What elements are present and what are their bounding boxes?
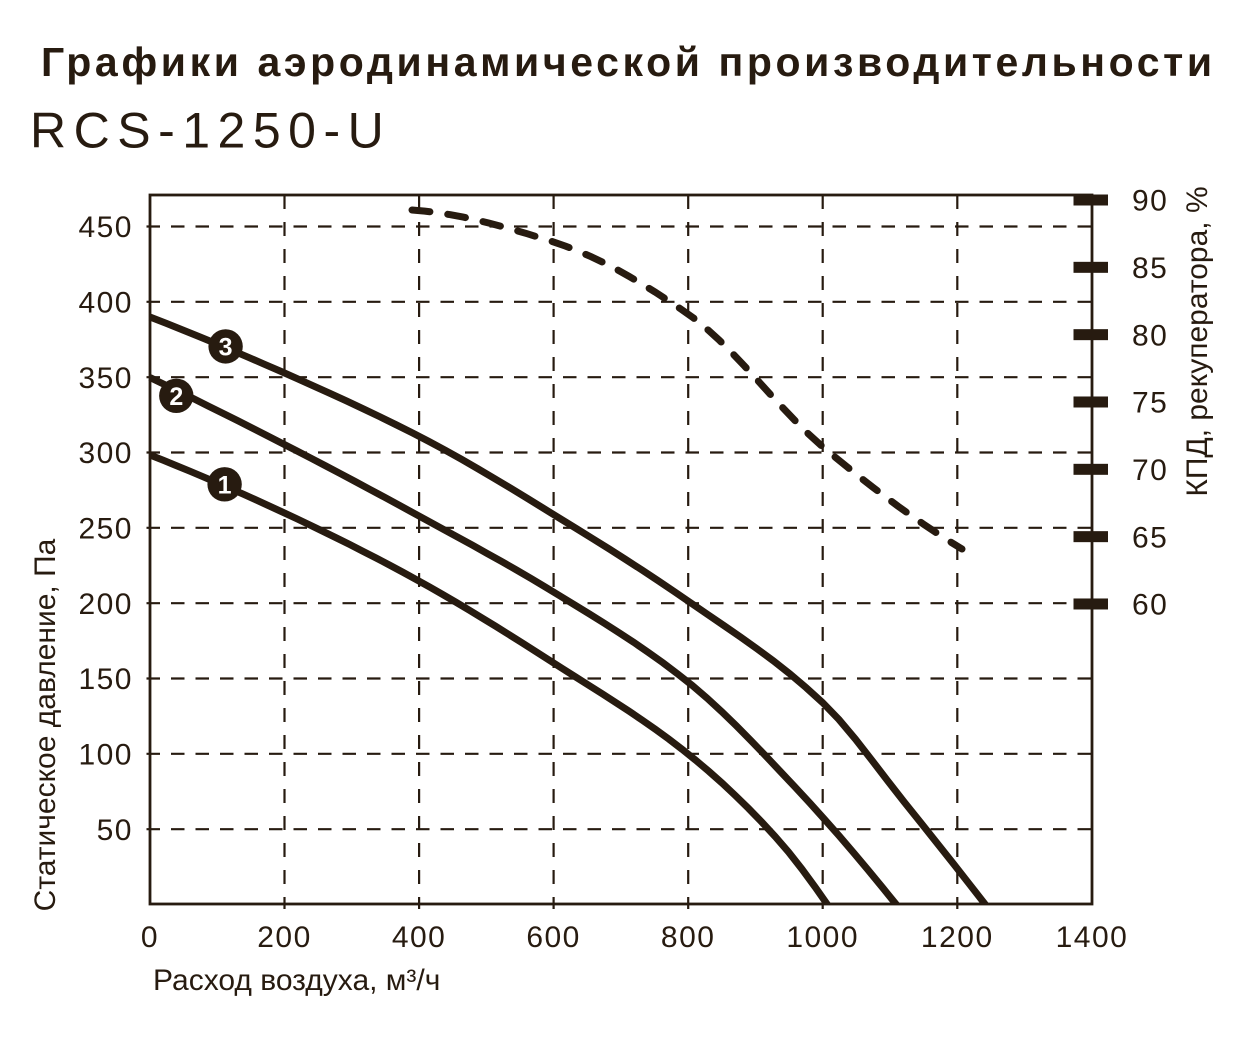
- svg-text:КПД, рекуператора, %: КПД, рекуператора, %: [1181, 186, 1214, 496]
- svg-text:80: 80: [1132, 319, 1168, 352]
- svg-text:250: 250: [78, 513, 133, 546]
- svg-text:3: 3: [219, 334, 233, 362]
- svg-text:200: 200: [257, 921, 312, 954]
- svg-text:75: 75: [1132, 387, 1168, 420]
- svg-text:450: 450: [78, 211, 133, 244]
- svg-text:300: 300: [78, 437, 133, 470]
- svg-text:50: 50: [97, 814, 133, 847]
- svg-text:Графики аэродинамической произ: Графики аэродинамической производительно…: [41, 39, 1216, 85]
- svg-text:Статическое давление, Па: Статическое давление, Па: [29, 538, 62, 911]
- svg-text:2: 2: [169, 383, 183, 411]
- svg-text:RCS-1250-U: RCS-1250-U: [30, 103, 391, 159]
- svg-text:70: 70: [1132, 454, 1168, 487]
- svg-text:150: 150: [78, 663, 133, 696]
- svg-text:100: 100: [78, 739, 133, 772]
- svg-text:800: 800: [661, 921, 716, 954]
- svg-text:400: 400: [78, 287, 133, 320]
- svg-text:Расход воздуха, м³/ч: Расход воздуха, м³/ч: [153, 964, 440, 997]
- svg-text:90: 90: [1132, 185, 1168, 218]
- svg-text:600: 600: [526, 921, 581, 954]
- svg-text:0: 0: [141, 921, 159, 954]
- svg-text:1200: 1200: [921, 921, 994, 954]
- svg-text:200: 200: [78, 588, 133, 621]
- svg-text:1000: 1000: [786, 921, 859, 954]
- svg-text:350: 350: [78, 362, 133, 395]
- svg-text:85: 85: [1132, 252, 1168, 285]
- svg-text:1400: 1400: [1056, 921, 1129, 954]
- svg-text:65: 65: [1132, 521, 1168, 554]
- svg-text:400: 400: [392, 921, 447, 954]
- svg-text:1: 1: [218, 471, 232, 499]
- svg-text:60: 60: [1132, 589, 1168, 622]
